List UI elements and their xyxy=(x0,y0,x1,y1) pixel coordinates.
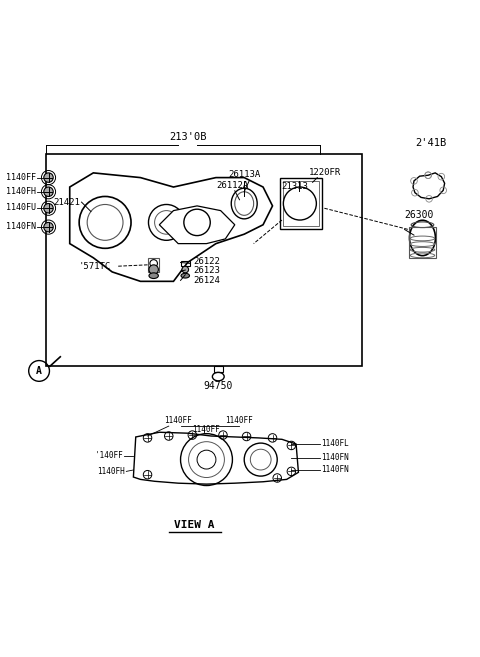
Ellipse shape xyxy=(181,273,190,278)
Text: 26300: 26300 xyxy=(404,210,433,220)
Polygon shape xyxy=(133,432,299,484)
Text: 2'41B: 2'41B xyxy=(415,139,446,148)
Polygon shape xyxy=(159,206,235,244)
Text: 1140FH: 1140FH xyxy=(6,187,36,196)
Circle shape xyxy=(44,223,53,232)
Text: 21421: 21421 xyxy=(53,198,80,206)
Text: 1140FU: 1140FU xyxy=(6,203,36,212)
Text: 26124: 26124 xyxy=(193,276,220,285)
Circle shape xyxy=(44,187,53,196)
Circle shape xyxy=(182,266,189,273)
Text: 1140FN: 1140FN xyxy=(321,465,349,474)
Text: VIEW A: VIEW A xyxy=(174,520,215,530)
Polygon shape xyxy=(70,173,273,281)
Text: 26113A: 26113A xyxy=(228,170,260,179)
Text: 1140FF: 1140FF xyxy=(6,173,36,182)
Text: 1140FH: 1140FH xyxy=(97,467,125,476)
Text: 1140FF: 1140FF xyxy=(164,416,192,425)
Text: 1140FF: 1140FF xyxy=(226,416,253,425)
Text: '140FF: '140FF xyxy=(95,451,122,461)
Text: 1140FF: 1140FF xyxy=(192,424,220,434)
Ellipse shape xyxy=(149,273,158,279)
Text: 213'0B: 213'0B xyxy=(169,132,206,142)
Text: 26112A: 26112A xyxy=(217,181,249,191)
Text: A: A xyxy=(36,366,42,376)
Text: 1220FR: 1220FR xyxy=(309,168,341,177)
Text: 26122: 26122 xyxy=(193,257,220,266)
Text: 1140FN: 1140FN xyxy=(321,453,349,463)
Text: '571TC: '571TC xyxy=(79,261,111,271)
Circle shape xyxy=(44,204,53,213)
Text: 21313: 21313 xyxy=(281,182,308,191)
Text: 1140FN: 1140FN xyxy=(6,222,36,231)
Text: 94750: 94750 xyxy=(204,381,233,392)
Text: 1140FL: 1140FL xyxy=(321,439,349,448)
Polygon shape xyxy=(279,177,322,229)
Polygon shape xyxy=(413,173,444,199)
Circle shape xyxy=(44,173,53,182)
Text: 26123: 26123 xyxy=(193,267,220,275)
Circle shape xyxy=(149,265,158,274)
